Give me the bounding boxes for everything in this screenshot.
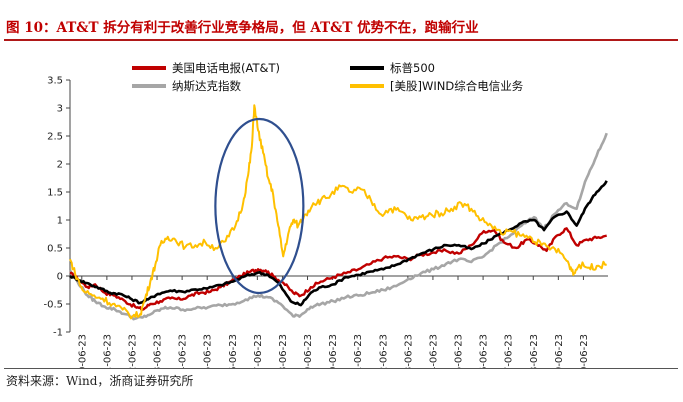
series-line-sp500 xyxy=(69,180,608,307)
source-note: 资料来源：Wind，浙商证券研究所 xyxy=(6,374,194,388)
annotation-ellipse xyxy=(214,117,305,295)
x-tick-label: 2009-06-23 xyxy=(303,334,314,368)
y-tick-label: 1 xyxy=(57,216,63,227)
y-tick-label: -1 xyxy=(53,328,63,339)
x-tick-label: 2010-06-23 xyxy=(328,334,339,368)
x-tick-label: 2000-06-23 xyxy=(77,334,88,368)
line-chart: -1 -0.5 0 0.5 1 1.5 2 2.5 3 3.5 2000-06-23 2001-06-… xyxy=(43,61,608,368)
x-tick-label: 2007-06-23 xyxy=(253,334,264,368)
x-tick-label: 2012-06-23 xyxy=(378,334,389,368)
x-tick-label: 2020-06-23 xyxy=(579,334,590,368)
legend: 美国电话电报(AT&T) 标普500 纳斯达克指数 [美股]WIND综合电信业务 xyxy=(132,61,524,93)
y-tick-label: -0.5 xyxy=(43,300,63,311)
x-tick-label: 2016-06-23 xyxy=(479,334,490,368)
x-tick-label: 2015-06-23 xyxy=(454,334,465,368)
x-tick-label: 2001-06-23 xyxy=(102,334,113,368)
legend-item-nasdaq-label: 纳斯达克指数 xyxy=(172,79,241,93)
x-tick-label: 2003-06-23 xyxy=(153,334,164,368)
x-tick-label: 2019-06-23 xyxy=(554,334,565,368)
legend-item-att-label: 美国电话电报(AT&T) xyxy=(172,61,280,75)
y-tick-label: 3.5 xyxy=(47,76,63,87)
y-tick-label: 2.5 xyxy=(47,132,63,143)
x-tick-label: 2017-06-23 xyxy=(504,334,515,368)
y-tick-label: 1.5 xyxy=(47,188,63,199)
x-tick-label: 2002-06-23 xyxy=(127,334,138,368)
title-divider xyxy=(4,39,678,41)
x-tick-label: 2014-06-23 xyxy=(428,334,439,368)
y-tick-label: 0 xyxy=(57,272,63,283)
x-tick-label: 2006-06-23 xyxy=(228,334,239,368)
legend-item-sp500-label: 标普500 xyxy=(390,61,435,75)
x-tick-label: 2005-06-23 xyxy=(203,334,214,368)
x-tick-label: 2011-06-23 xyxy=(353,334,364,368)
annotations xyxy=(214,117,305,295)
legend-item-telecom-label: [美股]WIND综合电信业务 xyxy=(390,79,524,93)
series-line-telecom xyxy=(69,104,607,320)
y-tick-label: 3 xyxy=(57,104,63,115)
series-line-att xyxy=(69,227,607,312)
y-tick-label: 0.5 xyxy=(47,244,63,255)
y-tick-label: 2 xyxy=(57,160,63,171)
figure-title: 图 10：AT&T 拆分有利于改善行业竞争格局，但 AT&T 优势不在，跑输行业 xyxy=(6,20,479,36)
x-tick-label: 2018-06-23 xyxy=(529,334,540,368)
series-lines xyxy=(68,104,608,321)
x-tick-label: 2004-06-23 xyxy=(178,334,189,368)
source-divider xyxy=(4,368,678,369)
series-line-nasdaq xyxy=(68,132,608,321)
x-tick-label: 2008-06-23 xyxy=(278,334,289,368)
axes: -1 -0.5 0 0.5 1 1.5 2 2.5 3 3.5 2000-06-23 2001-06-… xyxy=(43,76,608,368)
x-tick-label: 2013-06-23 xyxy=(403,334,414,368)
